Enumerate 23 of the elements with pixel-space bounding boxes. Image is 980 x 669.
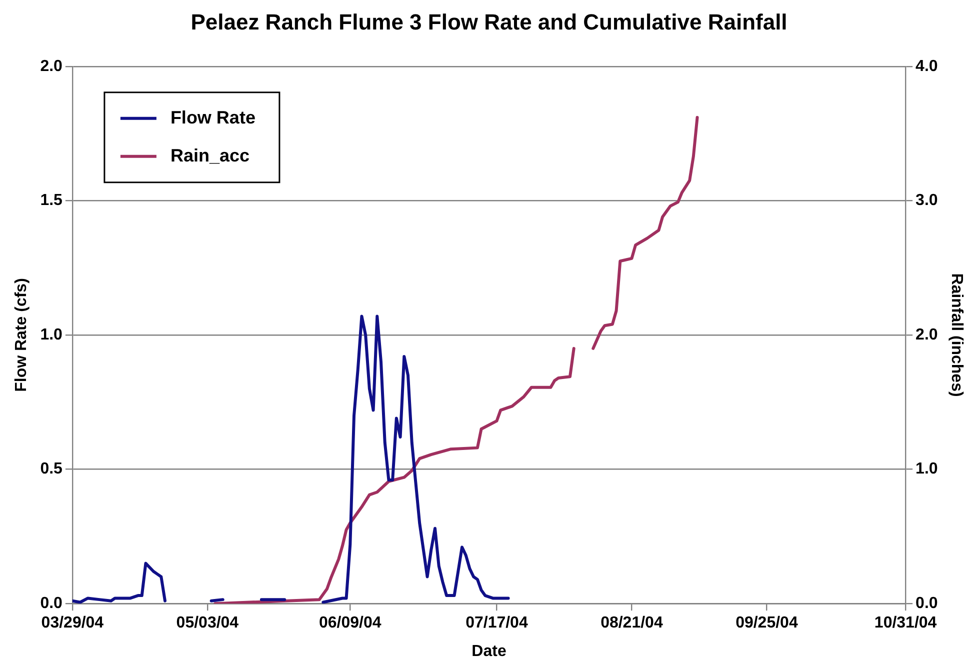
x-axis-title: Date: [472, 642, 506, 660]
legend-label: Rain_acc: [170, 145, 250, 166]
x-tick-label: 10/31/04: [874, 614, 937, 632]
legend-label: Flow Rate: [170, 107, 256, 128]
y-axis-title: Flow Rate (cfs): [13, 278, 30, 392]
y2-tick-label: 3.0: [916, 192, 938, 210]
y2-tick-label: 1.0: [916, 460, 938, 478]
y-tick-label: 2.0: [40, 58, 63, 75]
x-tick-label: 06/09/04: [319, 614, 382, 632]
chart-title: Pelaez Ranch Flume 3 Flow Rate and Cumulative Rainfall: [190, 9, 788, 34]
y2-tick-label: 2.0: [916, 326, 938, 344]
x-tick-label: 08/21/04: [600, 614, 663, 632]
x-tick-label: 07/17/04: [466, 614, 528, 632]
y2-axis-title: Rainfall (inches): [948, 273, 965, 397]
y-tick-label: 0.5: [40, 460, 63, 478]
x-tick-label: 03/29/04: [41, 614, 104, 632]
x-tick-label: 09/25/04: [736, 614, 798, 632]
y2-tick-label: 0.0: [916, 595, 938, 612]
x-tick-label: 05/03/04: [176, 614, 239, 632]
y2-tick-label: 4.0: [916, 58, 938, 75]
y-tick-label: 0.0: [40, 595, 63, 612]
y-tick-label: 1.0: [40, 326, 63, 344]
y-tick-label: 1.5: [40, 192, 63, 210]
